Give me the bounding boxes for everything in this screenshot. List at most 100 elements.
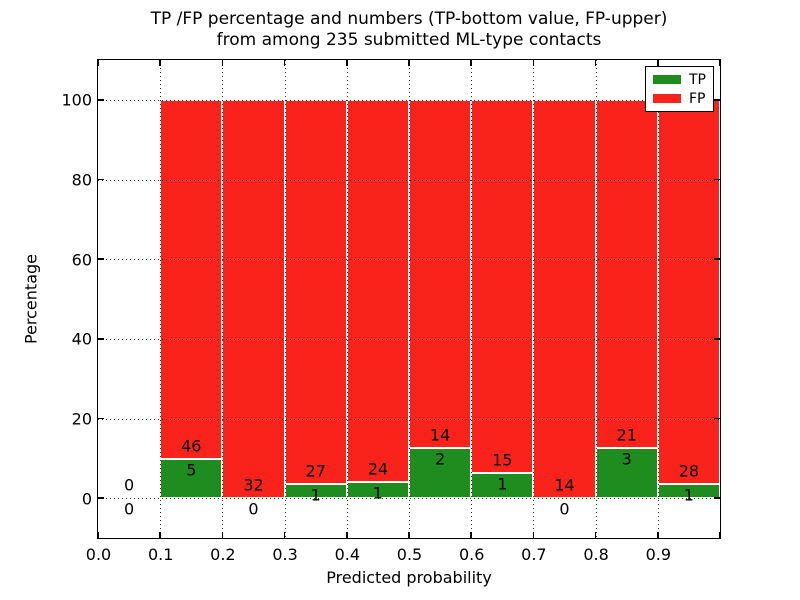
y-tick-label: 40: [71, 329, 92, 349]
y-tick-mark: [98, 99, 104, 101]
y-tick-label: 60: [71, 250, 92, 270]
x-tick-label: 0.6: [458, 545, 485, 564]
tp-count-label: 2: [435, 449, 446, 469]
legend-swatch-tp: [653, 75, 681, 84]
x-tick-mark: [470, 532, 472, 538]
y-tick-mark: [98, 497, 104, 499]
tp-count-label: 5: [186, 460, 197, 480]
fp-count-label: 24: [367, 459, 389, 479]
y-tick-mark: [98, 417, 104, 420]
x-axis-label: Predicted probability: [326, 568, 492, 587]
x-tick-label: 0.0: [85, 545, 112, 564]
tp-count-label: 1: [310, 485, 321, 505]
v-gridline: [595, 60, 597, 538]
v-gridline: [222, 60, 224, 538]
legend-item-tp: TP: [653, 73, 713, 87]
fp-count-label: 15: [492, 450, 513, 470]
fp-count-label: 14: [429, 425, 451, 445]
v-gridline: [346, 60, 348, 538]
x-tick-label: 0.4: [334, 545, 361, 564]
y-tick-label: 100: [61, 90, 92, 110]
y-tick-mark: [98, 338, 104, 340]
fp-count-label: 27: [305, 461, 326, 481]
x-tick-mark: [159, 532, 161, 538]
fp-bar-segment: [409, 99, 472, 449]
x-tick-mark: [97, 532, 99, 538]
x-tick-mark: [719, 60, 721, 66]
v-gridline: [471, 60, 473, 538]
x-tick-mark: [470, 60, 472, 66]
x-tick-mark: [346, 532, 348, 538]
fp-bar-segment: [284, 99, 347, 484]
y-tick-label: 0: [81, 489, 92, 509]
legend-item-fp: FP: [653, 92, 713, 106]
x-tick-mark: [283, 532, 286, 538]
y-tick-mark: [98, 258, 104, 260]
x-tick-mark: [532, 60, 535, 66]
fp-bar-segment: [657, 99, 720, 485]
legend-box: TP FP: [645, 66, 714, 112]
fp-bar-segment: [471, 99, 534, 474]
x-tick-label: 0.2: [210, 545, 236, 564]
tp-count-label: 1: [683, 485, 694, 505]
v-gridline: [160, 60, 162, 538]
x-tick-mark: [346, 60, 348, 66]
tp-bar-segment: [409, 448, 472, 499]
chart-title-line2: from among 235 submitted ML-type contact…: [216, 30, 602, 50]
x-tick-mark: [657, 60, 659, 66]
y-tick-label: 20: [71, 409, 92, 429]
tp-bar-segment: [471, 473, 534, 499]
x-tick-mark: [97, 60, 99, 66]
fp-count-label: 0: [124, 475, 135, 495]
y-tick-mark: [714, 338, 720, 340]
y-tick-label: 80: [71, 170, 92, 190]
fp-count-label: 21: [616, 425, 637, 445]
v-gridline: [657, 60, 659, 538]
x-tick-mark: [408, 60, 410, 66]
y-tick-mark: [714, 417, 720, 420]
chart-title: TP /FP percentage and numbers (TP-bottom…: [98, 9, 720, 51]
x-tick-mark: [657, 532, 659, 538]
x-tick-mark: [221, 532, 224, 538]
v-gridline: [409, 60, 410, 538]
x-tick-mark: [159, 60, 161, 66]
tp-count-label: 3: [621, 449, 632, 469]
x-tick-mark: [594, 532, 597, 538]
tp-count-label: 1: [497, 474, 508, 494]
fp-bar-segment: [346, 99, 409, 483]
x-tick-mark: [408, 532, 410, 538]
x-tick-label: 0.1: [147, 545, 174, 564]
x-tick-label: 0.9: [645, 545, 672, 564]
fp-bar-segment: [533, 99, 596, 499]
x-tick-mark: [221, 60, 224, 66]
y-tick-mark: [714, 258, 720, 260]
fp-count-label: 32: [243, 475, 264, 495]
tp-count-label: 0: [559, 499, 570, 519]
tp-count-label: 1: [372, 483, 383, 503]
x-tick-mark: [532, 532, 535, 538]
x-tick-label: 0.5: [396, 545, 423, 564]
v-gridline: [284, 60, 286, 538]
x-tick-mark: [719, 532, 721, 538]
y-tick-mark: [714, 178, 720, 181]
plot-area: TP FP 0 0 46 5 32 0 27 1 24 1 14 2 15 1 14 0 21 3 28 1: [97, 59, 721, 539]
fp-count-label: 28: [678, 461, 700, 481]
x-tick-mark: [283, 60, 286, 66]
legend-label-tp: TP: [689, 71, 706, 88]
tp-count-label: 0: [248, 499, 259, 519]
v-gridline: [533, 60, 535, 538]
x-tick-label: 0.7: [521, 545, 547, 564]
fp-count-label: 14: [554, 475, 575, 495]
x-tick-mark: [594, 60, 597, 66]
fp-count-label: 46: [181, 436, 202, 456]
chart-title-line1: TP /FP percentage and numbers (TP-bottom…: [150, 9, 668, 29]
y-tick-mark: [98, 178, 104, 181]
fp-bar-segment: [222, 99, 285, 499]
tp-bar-segment: [160, 459, 223, 499]
fp-bar-segment: [595, 99, 658, 449]
legend-label-fp: FP: [689, 90, 706, 107]
fp-bar-segment: [160, 99, 223, 460]
y-tick-mark: [714, 497, 720, 499]
x-tick-label: 0.8: [583, 545, 609, 564]
